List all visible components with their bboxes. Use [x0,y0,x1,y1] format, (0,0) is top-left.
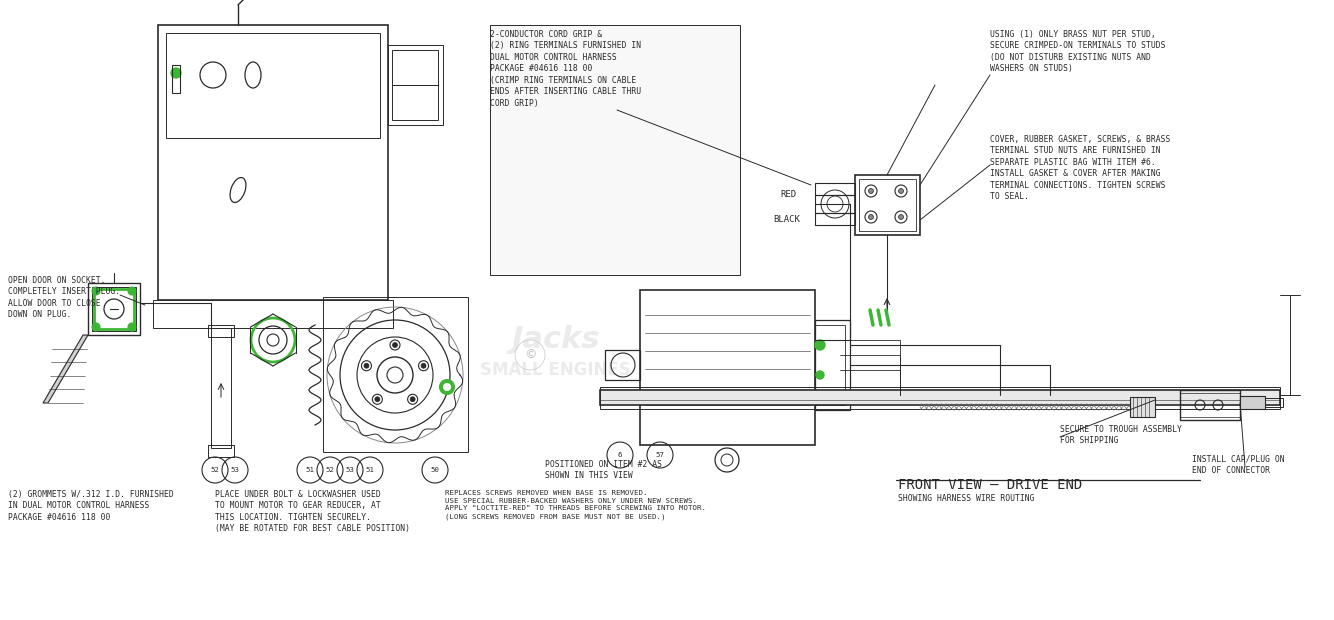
Circle shape [410,397,415,402]
Bar [815,325,844,405]
Text: 52: 52 [325,467,335,473]
Circle shape [422,363,426,368]
Bar [388,45,443,125]
Bar [88,283,140,335]
Circle shape [375,397,380,402]
Bar [157,25,388,300]
Circle shape [443,384,451,391]
Circle shape [868,188,874,193]
Text: FRONT VIEW – DRIVE END: FRONT VIEW – DRIVE END [898,478,1082,492]
Bar [392,50,438,85]
Bar [211,328,231,448]
Bar [600,387,1281,409]
Bar [640,290,815,445]
Text: 6: 6 [618,452,622,458]
Text: SHOWING HARNESS WIRE ROUTING: SHOWING HARNESS WIRE ROUTING [898,494,1034,503]
Text: SMALL ENGINES: SMALL ENGINES [480,361,631,379]
Circle shape [440,380,454,394]
Bar [208,445,233,457]
Text: 53: 53 [231,467,240,473]
Text: REPLACES SCREWS REMOVED WHEN BASE IS REMOVED.
USE SPECIAL RUBBER-BACKED WASHERS : REPLACES SCREWS REMOVED WHEN BASE IS REM… [446,490,706,520]
Circle shape [868,215,874,219]
Bar [153,300,394,328]
Text: RED: RED [780,190,796,199]
Bar [1265,398,1283,407]
Bar [606,350,640,380]
Text: 57: 57 [655,452,664,458]
Circle shape [92,287,100,295]
Bar [165,33,380,138]
Bar [1181,390,1241,420]
Circle shape [816,371,824,379]
Text: 50: 50 [431,467,439,473]
Text: (2) GROMMETS W/.312 I.D. FURNISHED
IN DUAL MOTOR CONTROL HARNESS
PACKAGE #04616 : (2) GROMMETS W/.312 I.D. FURNISHED IN DU… [8,490,173,522]
Circle shape [364,363,370,368]
Bar [172,65,180,93]
Bar [600,390,1281,405]
Text: 53: 53 [346,467,355,473]
Bar [1130,397,1155,417]
Bar [323,297,468,452]
Text: PLACE UNDER BOLT & LOCKWASHER USED
TO MOUNT MOTOR TO GEAR REDUCER, AT
THIS LOCAT: PLACE UNDER BOLT & LOCKWASHER USED TO MO… [215,490,410,533]
Bar [859,179,916,231]
Circle shape [171,68,181,78]
Text: 52: 52 [211,467,220,473]
Bar [490,25,740,275]
Circle shape [815,340,824,350]
Circle shape [392,342,398,347]
Bar [92,287,136,331]
Circle shape [128,287,136,295]
Bar [208,325,233,337]
Bar [392,85,438,120]
Circle shape [899,188,903,193]
Circle shape [92,323,100,331]
Text: BLACK: BLACK [772,215,800,224]
Bar [815,183,855,225]
Text: USING (1) ONLY BRASS NUT PER STUD,
SECURE CRIMPED-ON TERMINALS TO STUDS
(DO NOT : USING (1) ONLY BRASS NUT PER STUD, SECUR… [990,30,1166,73]
Text: Jacks: Jacks [511,326,599,355]
Bar [815,320,850,410]
Text: 51: 51 [366,467,375,473]
Bar [855,175,920,235]
Text: SECURE TO TROUGH ASSEMBLY
FOR SHIPPING: SECURE TO TROUGH ASSEMBLY FOR SHIPPING [1061,425,1182,445]
Polygon shape [43,335,88,403]
Text: POSITIONED ON ITEM #2 AS
SHOWN IN THIS VIEW: POSITIONED ON ITEM #2 AS SHOWN IN THIS V… [546,460,662,481]
Text: OPEN DOOR ON SOCKET.
COMPLETELY INSERT PLUG.
ALLOW DOOR TO CLOSE
DOWN ON PLUG.: OPEN DOOR ON SOCKET. COMPLETELY INSERT P… [8,276,120,319]
Text: INSTALL CAP/PLUG ON
END OF CONNECTOR: INSTALL CAP/PLUG ON END OF CONNECTOR [1193,455,1285,476]
Text: 51: 51 [305,467,315,473]
Bar [93,289,133,329]
Bar [1181,393,1241,417]
Circle shape [128,323,136,331]
Circle shape [899,215,903,219]
Bar [1241,396,1265,409]
Text: 2-CONDUCTOR CORD GRIP &
(2) RING TERMINALS FURNISHED IN
DUAL MOTOR CONTROL HARNE: 2-CONDUCTOR CORD GRIP & (2) RING TERMINA… [490,30,642,108]
Text: ©: © [524,348,536,361]
Text: COVER, RUBBER GASKET, SCREWS, & BRASS
TERMINAL STUD NUTS ARE FURNISHED IN
SEPARA: COVER, RUBBER GASKET, SCREWS, & BRASS TE… [990,135,1170,202]
